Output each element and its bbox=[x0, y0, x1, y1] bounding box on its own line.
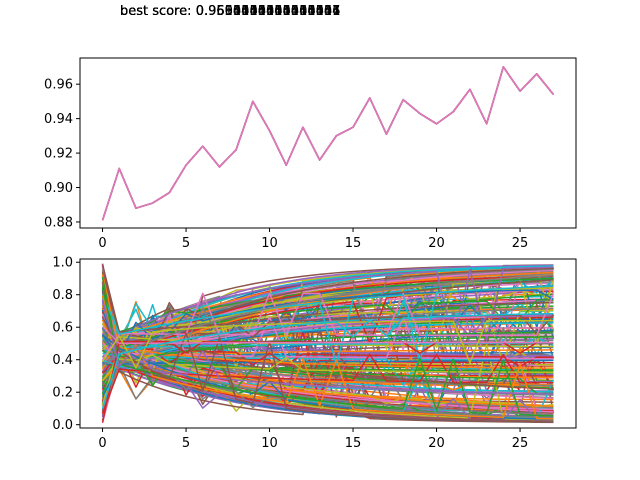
score-title-1: best score: 0.9500000000000001 bbox=[120, 4, 340, 19]
overlapping-score-titles: best score: 0.9500000000000001 best scor… bbox=[120, 4, 340, 19]
probability-series-line bbox=[101, 354, 554, 382]
top-y-tick-label: 0.94 bbox=[44, 112, 73, 127]
top-y-tick-label: 0.88 bbox=[44, 215, 73, 230]
probability-series-line bbox=[101, 331, 554, 422]
probability-series-line bbox=[101, 295, 554, 420]
bottom-y-tick-label: 0.6 bbox=[52, 321, 73, 336]
probability-series-line bbox=[102, 277, 555, 358]
top-y-ticks: 0.88 0.90 0.92 0.94 0.96 bbox=[44, 78, 80, 230]
bottom-y-ticks: 0.0 0.2 0.4 0.6 0.8 1.0 bbox=[52, 256, 80, 433]
probability-series-line bbox=[101, 316, 554, 423]
probability-series-line bbox=[101, 276, 554, 364]
probability-series-line bbox=[101, 314, 554, 371]
score-title-4: best score: 0.9666666666666667 bbox=[120, 4, 340, 19]
probability-series-line bbox=[101, 333, 554, 411]
top-y-tick-label: 0.90 bbox=[44, 181, 73, 196]
bottom-y-tick-label: 0.2 bbox=[52, 386, 73, 401]
score-title-5: best score: 0.9694444444444444 bbox=[120, 4, 340, 19]
bottom-y-tick-label: 0.8 bbox=[52, 288, 73, 303]
bottom-y-tick-label: 0.0 bbox=[52, 418, 73, 433]
probability-series-line bbox=[101, 299, 554, 395]
score-title-2: best score: 0.9555555555555556 bbox=[120, 4, 340, 19]
probability-series-line bbox=[102, 265, 554, 352]
top-x-tick-label: 20 bbox=[428, 236, 445, 251]
probability-series-line bbox=[101, 312, 554, 409]
bottom-probability-plot: 0 5 10 15 20 25 0.0 0.2 0.4 0.6 0.8 1.0 bbox=[52, 256, 577, 451]
bottom-x-tick-label: 25 bbox=[512, 436, 529, 451]
top-x-tick-label: 25 bbox=[512, 236, 529, 251]
probability-lines bbox=[101, 263, 555, 424]
bottom-axes-frame bbox=[79, 258, 577, 429]
top-y-tick-label: 0.92 bbox=[44, 147, 73, 162]
top-axes-frame bbox=[79, 57, 577, 229]
bottom-y-tick-label: 0.4 bbox=[52, 353, 73, 368]
bottom-x-tick-label: 15 bbox=[345, 436, 362, 451]
score-series-line bbox=[101, 66, 555, 221]
probability-series-line bbox=[102, 274, 554, 367]
bottom-x-ticks: 0 5 10 15 20 25 bbox=[98, 428, 528, 451]
score-lines bbox=[101, 66, 555, 221]
probability-series-line bbox=[101, 287, 554, 417]
bottom-x-tick-label: 10 bbox=[261, 436, 278, 451]
top-x-tick-label: 0 bbox=[98, 236, 106, 251]
top-y-tick-label: 0.96 bbox=[44, 78, 73, 93]
bottom-x-tick-label: 0 bbox=[98, 436, 106, 451]
probability-series-line bbox=[102, 350, 554, 395]
probability-series-line bbox=[101, 285, 554, 366]
probability-series-line bbox=[102, 267, 554, 364]
probability-series-line bbox=[101, 328, 554, 416]
bottom-x-tick-label: 5 bbox=[182, 436, 190, 451]
bottom-y-tick-label: 1.0 bbox=[52, 256, 73, 271]
bottom-x-tick-label: 20 bbox=[428, 436, 445, 451]
top-x-tick-label: 5 bbox=[182, 236, 190, 251]
probability-series-line bbox=[101, 271, 554, 370]
probability-series-line bbox=[101, 275, 554, 391]
score-title-3: best score: 0.9611111111111111 bbox=[120, 4, 340, 19]
top-x-ticks: 0 5 10 15 20 25 bbox=[98, 228, 528, 251]
top-x-tick-label: 10 bbox=[261, 236, 278, 251]
top-x-tick-label: 15 bbox=[345, 236, 362, 251]
top-score-plot: 0 5 10 15 20 25 0.88 0.90 0.92 0.94 0.96 bbox=[44, 57, 577, 251]
probability-series-line bbox=[101, 278, 554, 360]
probability-series-line bbox=[101, 292, 555, 361]
probability-series-line bbox=[101, 299, 554, 387]
probability-series-line bbox=[102, 322, 554, 373]
